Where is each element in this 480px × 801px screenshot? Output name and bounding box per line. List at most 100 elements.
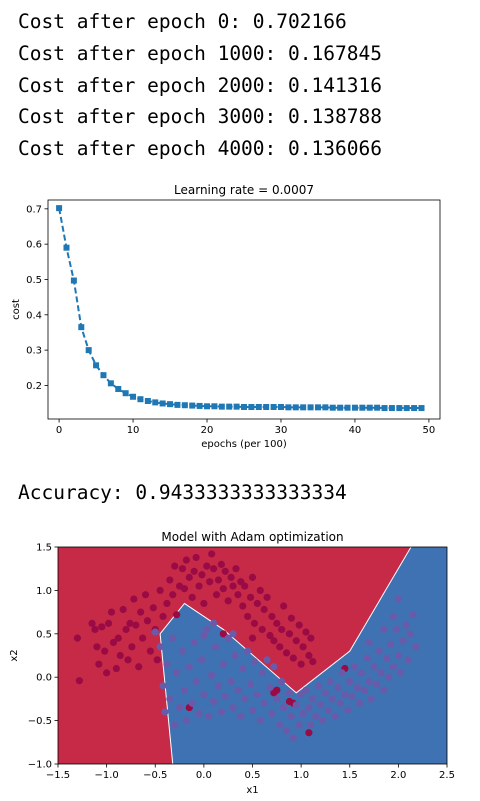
- point-class-0: [246, 593, 255, 601]
- point-class-0: [309, 657, 317, 666]
- point-class-1: [208, 671, 216, 680]
- point-class-0: [305, 651, 313, 660]
- point-class-1: [182, 717, 190, 725]
- x-tick-label: 50: [423, 425, 436, 436]
- point-class-1: [380, 625, 388, 634]
- cost-point: [196, 402, 203, 409]
- point-class-0: [75, 677, 83, 685]
- x-tick-label: 30: [275, 425, 288, 436]
- cost-point: [241, 403, 247, 410]
- point-class-0: [91, 625, 99, 634]
- cost-point: [351, 404, 358, 411]
- point-class-1: [273, 695, 281, 703]
- point-class-1: [185, 663, 193, 671]
- training-log: Cost after epoch 0: 0.702166 Cost after e…: [18, 6, 382, 165]
- log-line: Cost after epoch 1000: 0.167845: [18, 41, 382, 65]
- point-class-1: [344, 706, 352, 714]
- cost-point: [78, 324, 85, 331]
- point-class-0: [195, 582, 203, 590]
- cost-point: [211, 403, 218, 410]
- cost-point: [130, 393, 137, 400]
- point-class-1: [355, 699, 364, 707]
- point-class-1: [156, 643, 164, 651]
- point-class-0: [297, 660, 305, 668]
- point-class-1: [266, 684, 274, 692]
- cost-point: [181, 402, 188, 409]
- point-class-0: [260, 605, 268, 614]
- x-tick-label: −1.5: [46, 770, 70, 781]
- cost-point: [174, 401, 181, 408]
- point-class-1: [312, 712, 320, 720]
- cost-chart-xlabel: epochs (per 100): [201, 439, 287, 450]
- point-class-0: [208, 550, 216, 558]
- point-class-1: [386, 640, 395, 648]
- cost-point: [307, 404, 314, 411]
- point-class-1: [385, 673, 393, 681]
- cost-point: [159, 400, 166, 407]
- cost-point: [403, 405, 410, 412]
- point-class-0: [139, 634, 147, 642]
- point-class-1: [338, 669, 346, 677]
- point-class-1: [234, 686, 242, 694]
- point-class-1: [377, 669, 385, 677]
- point-class-0: [244, 612, 252, 621]
- x-tick-label: 0.0: [196, 770, 212, 781]
- point-class-1: [210, 619, 218, 627]
- point-class-0: [229, 582, 237, 590]
- point-class-0: [292, 637, 300, 645]
- x-tick-label: 2.5: [439, 770, 455, 781]
- point-class-1: [246, 680, 255, 688]
- cost-point: [329, 404, 336, 411]
- point-class-0: [241, 582, 249, 590]
- cost-point: [411, 405, 418, 412]
- point-class-0: [143, 617, 152, 625]
- point-class-1: [285, 689, 294, 697]
- point-class-0: [159, 612, 167, 621]
- point-class-0: [182, 556, 190, 564]
- point-class-0: [302, 628, 310, 636]
- cost-point: [233, 403, 240, 410]
- point-class-0: [203, 562, 211, 570]
- point-class-1: [309, 695, 317, 703]
- point-class-1: [205, 712, 213, 720]
- cost-point: [63, 244, 70, 251]
- point-class-1: [260, 699, 268, 707]
- point-class-0: [135, 663, 143, 671]
- cost-point: [388, 405, 395, 412]
- cost-point: [218, 403, 225, 410]
- point-class-1: [383, 654, 391, 662]
- point-class-1: [163, 660, 171, 668]
- cost-point: [337, 404, 344, 411]
- point-class-1: [224, 634, 232, 642]
- point-class-0: [273, 619, 281, 627]
- x-tick-label: −1.0: [94, 770, 118, 781]
- point-class-1: [375, 647, 383, 655]
- point-class-0: [263, 593, 271, 601]
- decision-chart-title: Model with Adam optimization: [161, 530, 343, 544]
- point-class-1: [161, 708, 169, 716]
- point-class-1: [175, 703, 184, 712]
- decision-chart-xlabel: x1: [246, 785, 258, 796]
- cost-point: [100, 372, 107, 379]
- point-class-1: [315, 682, 323, 690]
- cost-point: [167, 401, 174, 408]
- x-tick-label: 2.0: [390, 770, 406, 781]
- point-class-1: [404, 656, 412, 664]
- point-class-1: [334, 684, 342, 692]
- point-class-0: [93, 643, 101, 651]
- point-class-1: [231, 651, 239, 660]
- log-line: Cost after epoch 0: 0.702166: [18, 10, 347, 33]
- point-class-0: [156, 586, 164, 595]
- point-class-0: [289, 654, 297, 662]
- y-tick-label: −0.5: [28, 716, 52, 727]
- cost-plot-area: [47, 199, 441, 420]
- cost-point: [263, 403, 270, 410]
- point-class-0: [192, 553, 200, 562]
- cost-point: [226, 403, 233, 410]
- cost-point: [189, 402, 196, 409]
- point-class-1: [318, 717, 327, 725]
- point-class-1: [289, 734, 297, 742]
- point-class-1: [229, 703, 237, 712]
- cost-point: [204, 403, 211, 410]
